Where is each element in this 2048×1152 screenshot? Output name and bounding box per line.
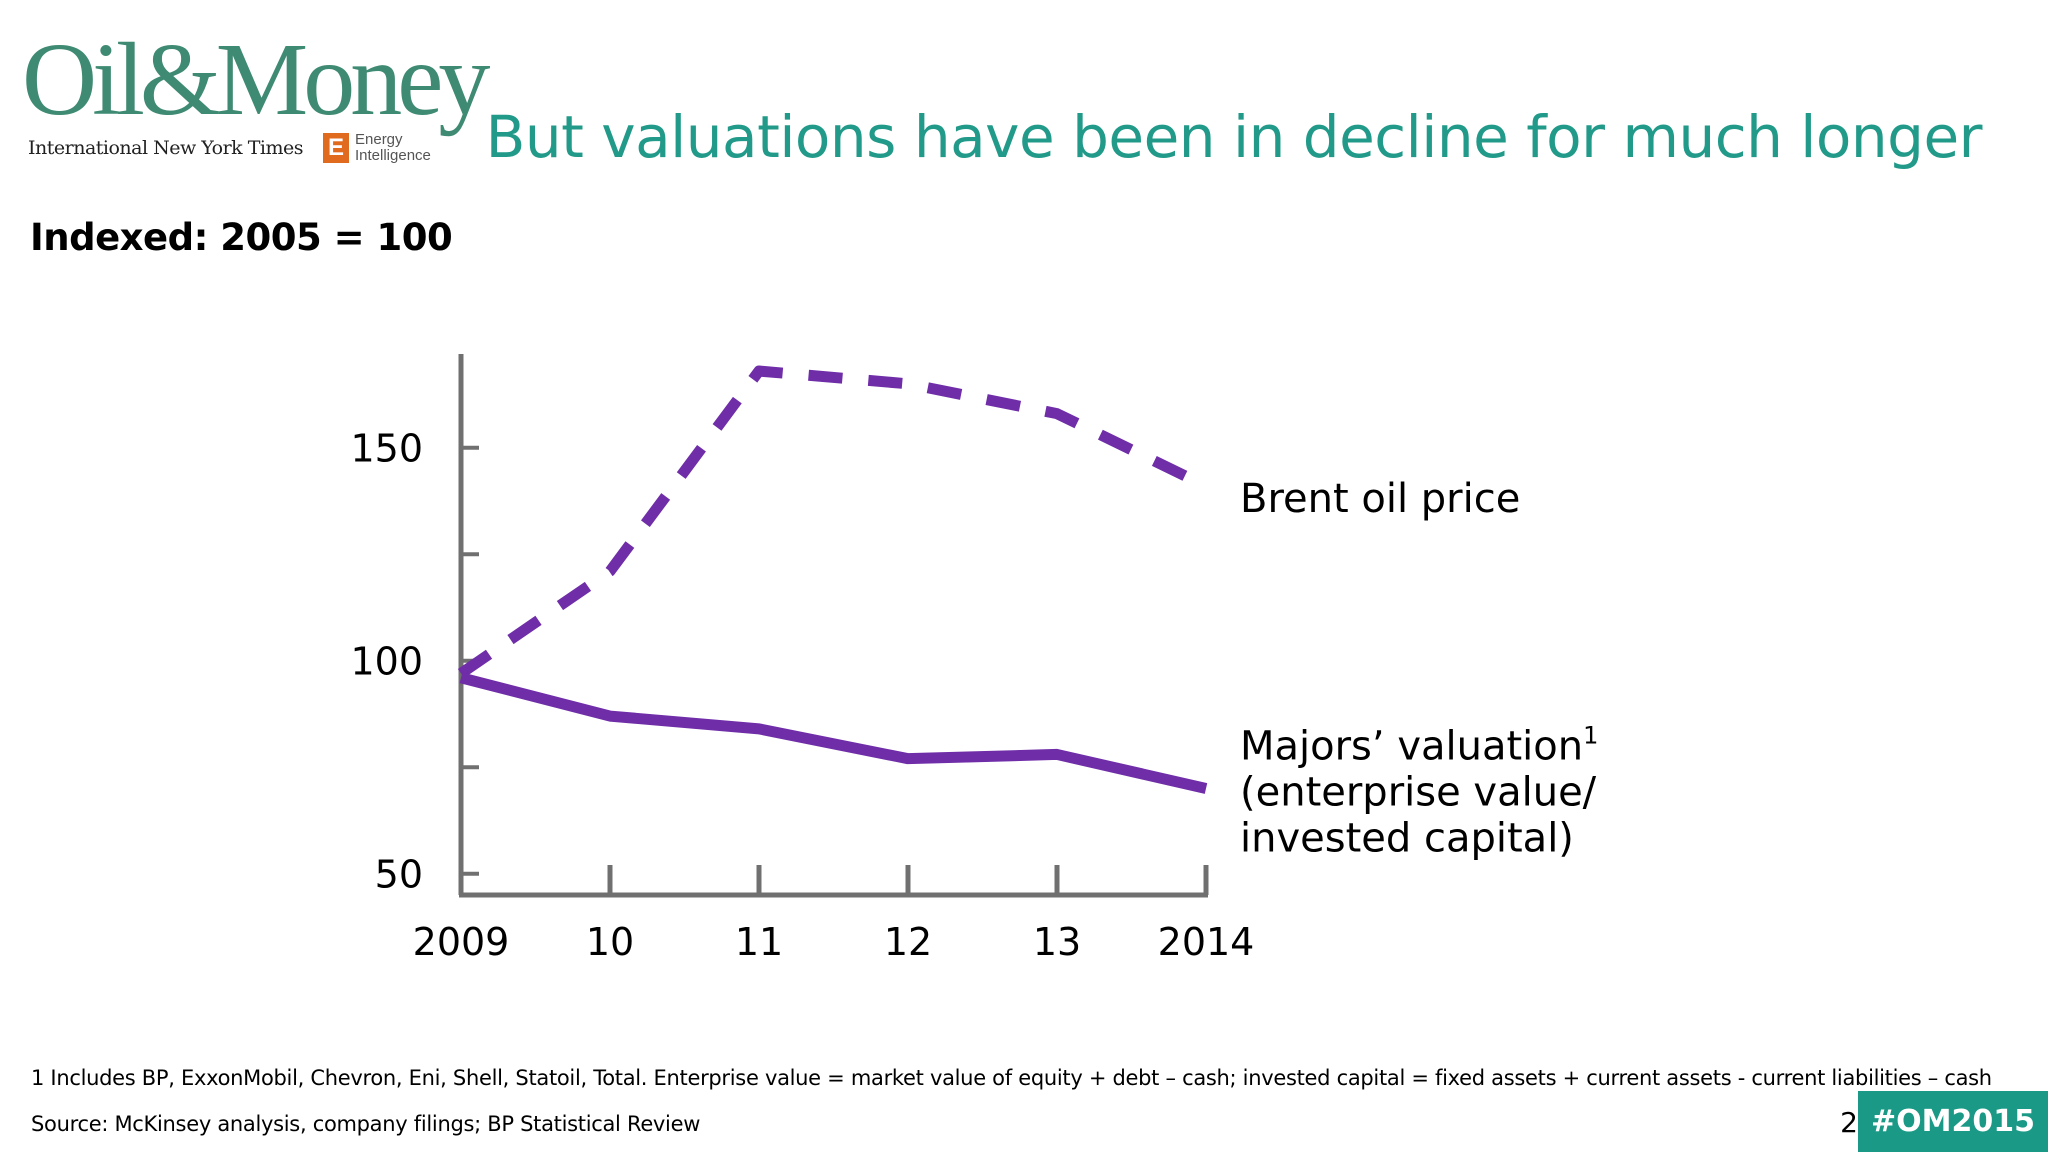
x-tick-label: 11: [735, 920, 783, 964]
y-tick-label: 150: [350, 427, 423, 471]
series-label-majors: Majors’ valuation1: [1240, 722, 1598, 770]
brent-oil-price-line: [457, 365, 1209, 679]
partner-logos: International New York Times E Energy In…: [28, 132, 445, 164]
x-tick-label: 2014: [1158, 920, 1255, 964]
index-label: Indexed: 2005 = 100: [30, 216, 453, 259]
x-tick-label: 2009: [413, 920, 510, 964]
y-tick-label: 100: [350, 640, 423, 684]
series-label-majors-line: invested capital): [1240, 816, 1574, 862]
page-number: 2: [1840, 1106, 1858, 1139]
series-label-majors-line: (enterprise value/: [1240, 770, 1597, 816]
energy-intelligence-logo: Energy Intelligence: [355, 131, 431, 164]
slide-title: But valuations have been in decline for …: [485, 103, 1983, 171]
series-label-brent: Brent oil price: [1240, 476, 1520, 522]
x-tick-label: 13: [1033, 920, 1081, 964]
x-tick-label: 10: [586, 920, 634, 964]
nyt-logo: International New York Times: [28, 137, 304, 159]
oil-money-logo: Oil&Money: [22, 22, 490, 137]
majors-valuation-line: [459, 672, 1208, 794]
source-note: Source: McKinsey analysis, company filin…: [31, 1112, 701, 1136]
x-tick-label: 12: [884, 920, 932, 964]
energy-intelligence-icon: E: [323, 133, 349, 163]
footnote: 1 Includes BP, ExxonMobil, Chevron, Eni,…: [31, 1066, 1992, 1090]
y-tick-label: 50: [375, 853, 423, 897]
hashtag-badge: #OM2015: [1858, 1091, 2048, 1152]
